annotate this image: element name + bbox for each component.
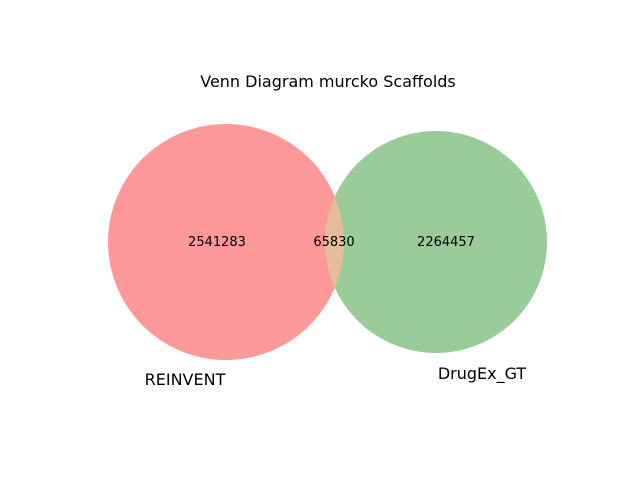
diagram-title: Venn Diagram murcko Scaffolds (200, 72, 456, 91)
set-a-label: REINVENT (145, 370, 226, 389)
region-count-only-b: 2264457 (417, 235, 475, 250)
set-a-circle (108, 124, 344, 360)
set-b-label: DrugEx_GT (438, 364, 527, 384)
region-count-only-a: 2541283 (188, 235, 246, 250)
set-b-circle (325, 131, 547, 353)
region-count-both: 65830 (313, 235, 354, 250)
